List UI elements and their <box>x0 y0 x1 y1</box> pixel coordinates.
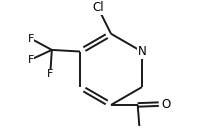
Text: F: F <box>28 55 34 65</box>
Text: N: N <box>137 45 146 58</box>
Text: F: F <box>47 69 54 79</box>
Text: O: O <box>161 98 171 111</box>
Text: F: F <box>28 34 34 44</box>
Text: Cl: Cl <box>92 1 104 14</box>
